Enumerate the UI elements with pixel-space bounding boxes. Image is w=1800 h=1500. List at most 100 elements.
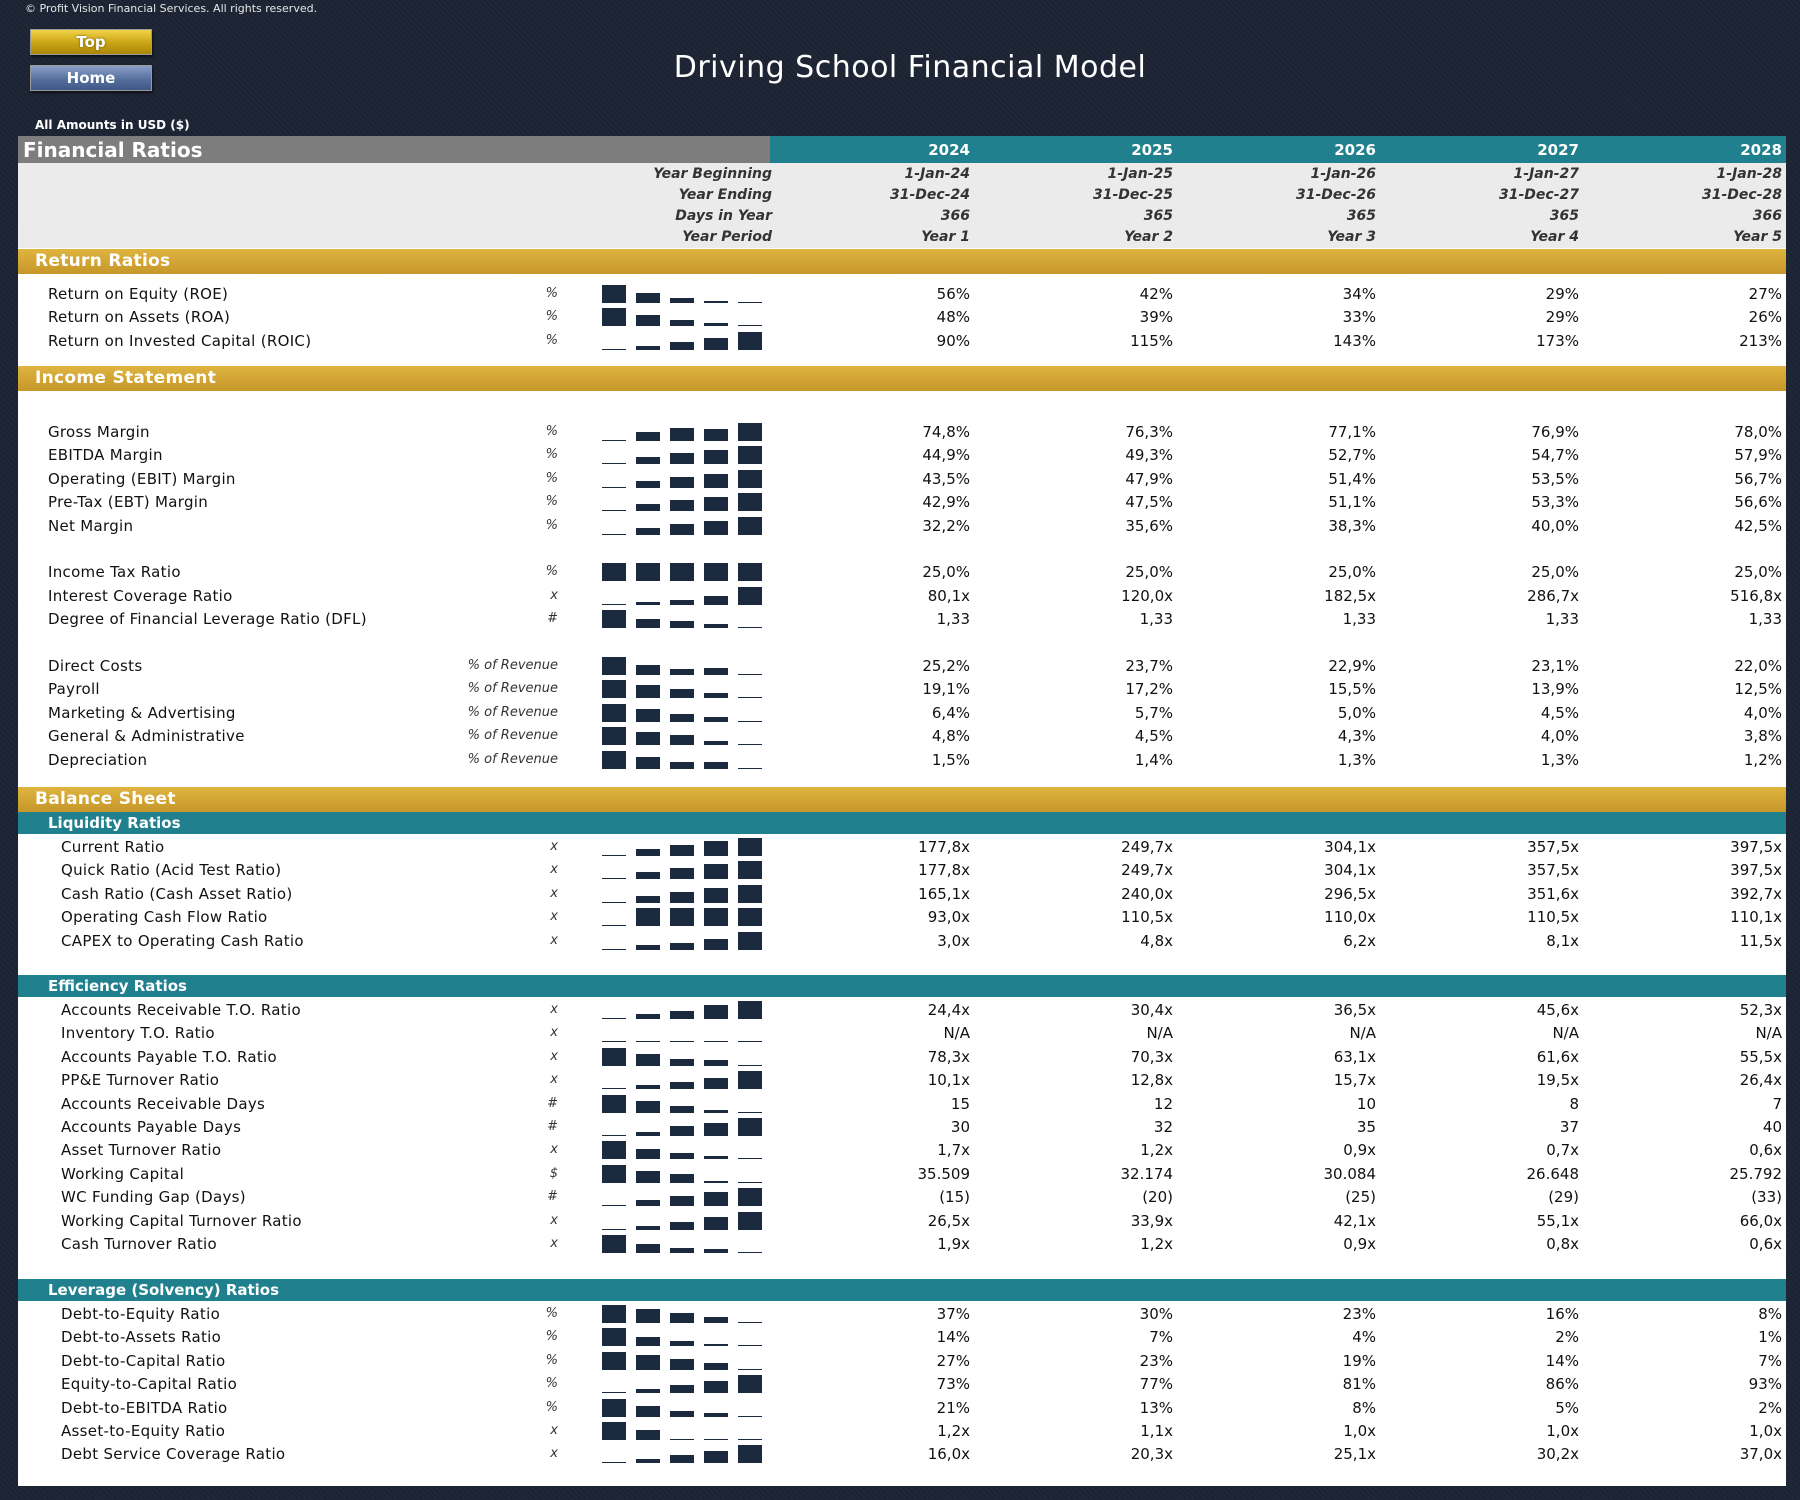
info-value: 31-Dec-28 bbox=[1701, 187, 1782, 203]
ratio-value-2028: 397,5x bbox=[1730, 838, 1782, 856]
ratio-value-2024: 56% bbox=[936, 285, 970, 303]
ratio-value-2025: 33,9x bbox=[1130, 1211, 1173, 1230]
ratio-value-2028: 3,8% bbox=[1743, 727, 1782, 746]
sparkline-bar bbox=[704, 1317, 728, 1323]
ratio-value-2028: 4,0% bbox=[1743, 703, 1782, 722]
sparkline-bar bbox=[738, 1345, 762, 1347]
ratio-label: Return on Invested Capital (ROIC) bbox=[48, 331, 312, 350]
ratio-value-2028: 397,5x bbox=[1730, 861, 1782, 880]
period-info: Year Beginning 1-Jan-24 1-Jan-25 1-Jan-26 1-… bbox=[18, 163, 1786, 248]
sparkline-bar bbox=[602, 603, 626, 605]
ratio-value-2028: 25,0% bbox=[1734, 563, 1782, 582]
ratio-value-2027: 23,1% bbox=[1531, 657, 1579, 675]
ratio-unit: % bbox=[545, 1399, 558, 1415]
ratio-value-2024: 43,5% bbox=[922, 469, 970, 488]
sparkline-bar bbox=[738, 884, 762, 903]
sparkline bbox=[602, 1208, 770, 1230]
ratio-value-2025: 49,3% bbox=[1125, 446, 1173, 465]
sparkline-bar bbox=[602, 1047, 626, 1066]
ratio-value-2028: 392,7x bbox=[1730, 884, 1782, 903]
ratio-value-2025: 1,1x bbox=[1140, 1422, 1173, 1440]
ratio-value-2026: 30.084 bbox=[1323, 1164, 1377, 1183]
ratio-value-2025: 70,3x bbox=[1130, 1047, 1173, 1066]
ratio-value-2028: 7 bbox=[1772, 1094, 1782, 1113]
ratio-value-2027: 25,0% bbox=[1531, 563, 1579, 582]
sparkline-bar bbox=[602, 1205, 626, 1207]
sparkline-bar bbox=[704, 1156, 728, 1160]
sparkline bbox=[602, 1371, 770, 1394]
sparkline bbox=[602, 723, 770, 746]
sparkline-bar bbox=[738, 516, 762, 535]
sparkline-bar bbox=[670, 689, 694, 699]
ratio-value-2028: 516,8x bbox=[1730, 586, 1782, 605]
ratio-value-2028: 55,5x bbox=[1739, 1047, 1782, 1066]
sparkline bbox=[602, 1114, 770, 1136]
ratio-label: Accounts Receivable Days bbox=[61, 1094, 266, 1113]
sparkline-bar bbox=[704, 624, 728, 629]
ratio-label: Net Margin bbox=[48, 516, 134, 535]
sparkline-bar bbox=[602, 308, 626, 327]
ratio-value-2028: 25.792 bbox=[1729, 1164, 1783, 1183]
ratio-unit: x bbox=[550, 587, 558, 603]
sparkline-bar bbox=[636, 849, 660, 856]
ratio-unit: x bbox=[550, 1072, 558, 1088]
ratio-unit: % bbox=[545, 332, 558, 348]
ratio-value-2027: (29) bbox=[1548, 1188, 1579, 1207]
ratio-value-2026: 52,7% bbox=[1328, 446, 1376, 465]
home-button[interactable]: Home bbox=[30, 65, 152, 91]
ratio-value-2025: 240,0x bbox=[1121, 884, 1173, 903]
ratio-value-2024: 25,2% bbox=[922, 657, 970, 675]
sparkline-bar bbox=[704, 1005, 728, 1019]
ratio-value-2025: 249,7x bbox=[1121, 861, 1173, 880]
sparkline-bar bbox=[636, 708, 660, 722]
ratio-value-2024: 177,8x bbox=[918, 861, 970, 880]
ratio-value-2027: N/A bbox=[1552, 1024, 1579, 1043]
ratio-value-2024: 177,8x bbox=[918, 838, 970, 856]
sparkline-bar bbox=[738, 720, 762, 722]
sparkline-bar bbox=[704, 1451, 728, 1464]
ratio-value-2028: 1,0x bbox=[1749, 1422, 1782, 1440]
ratio-value-2024: 73% bbox=[936, 1375, 970, 1394]
subsection-title: Liquidity Ratios bbox=[48, 814, 181, 832]
ratio-value-2027: 29% bbox=[1545, 285, 1579, 303]
sparkline-bar bbox=[602, 1041, 626, 1043]
ratio-value-2025: 39% bbox=[1139, 308, 1173, 327]
sparkline bbox=[602, 676, 770, 699]
sparkline bbox=[602, 1091, 770, 1113]
sparkline-bar bbox=[636, 619, 660, 629]
ratio-value-2028: 22,0% bbox=[1734, 657, 1782, 675]
ratio-value-2025: 12,8x bbox=[1130, 1071, 1173, 1090]
sparkline bbox=[602, 834, 770, 856]
ratio-value-2028: 56,7% bbox=[1734, 469, 1782, 488]
ratio-label: Accounts Payable T.O. Ratio bbox=[61, 1047, 277, 1066]
sparkline-bar bbox=[670, 500, 694, 512]
ratio-value-2027: 37 bbox=[1559, 1118, 1579, 1136]
sparkline-bar bbox=[738, 674, 762, 675]
ratio-value-2028: 1,2% bbox=[1743, 750, 1782, 769]
sparkline-bar bbox=[636, 432, 660, 441]
ratio-unit: # bbox=[547, 611, 558, 627]
ratio-value-2024: 24,4x bbox=[927, 1001, 970, 1019]
ratio-value-2028: 40 bbox=[1762, 1118, 1782, 1136]
ratio-unit: % bbox=[545, 1376, 558, 1392]
top-button[interactable]: Top bbox=[30, 29, 152, 55]
sparkline bbox=[602, 606, 770, 629]
ratio-value-2027: 13,9% bbox=[1531, 680, 1579, 699]
ratio-label: Working Capital Turnover Ratio bbox=[61, 1211, 302, 1230]
ratio-label: Direct Costs bbox=[48, 657, 143, 675]
ratio-value-2026: 25,1x bbox=[1333, 1445, 1376, 1464]
sparkline-bar bbox=[602, 1018, 626, 1019]
ratio-value-2026: 15,5% bbox=[1328, 680, 1376, 699]
ratio-value-2027: 8,1x bbox=[1546, 931, 1579, 950]
ratio-value-2024: (15) bbox=[939, 1188, 970, 1207]
subsection-header: Efficiency Ratios bbox=[18, 975, 1786, 997]
ratio-value-2024: 1,2x bbox=[937, 1422, 970, 1440]
ratio-value-2026: 33% bbox=[1342, 308, 1376, 327]
sparkline bbox=[602, 1067, 770, 1090]
sparkline-bar bbox=[670, 1011, 694, 1019]
sparkline-bar bbox=[602, 1351, 626, 1370]
ratio-value-2026: 0,9x bbox=[1343, 1141, 1376, 1160]
ratio-value-2026: 1,0x bbox=[1343, 1422, 1376, 1440]
ratio-label: Return on Equity (ROE) bbox=[48, 285, 229, 303]
ratio-label: Debt-to-Equity Ratio bbox=[61, 1305, 221, 1323]
